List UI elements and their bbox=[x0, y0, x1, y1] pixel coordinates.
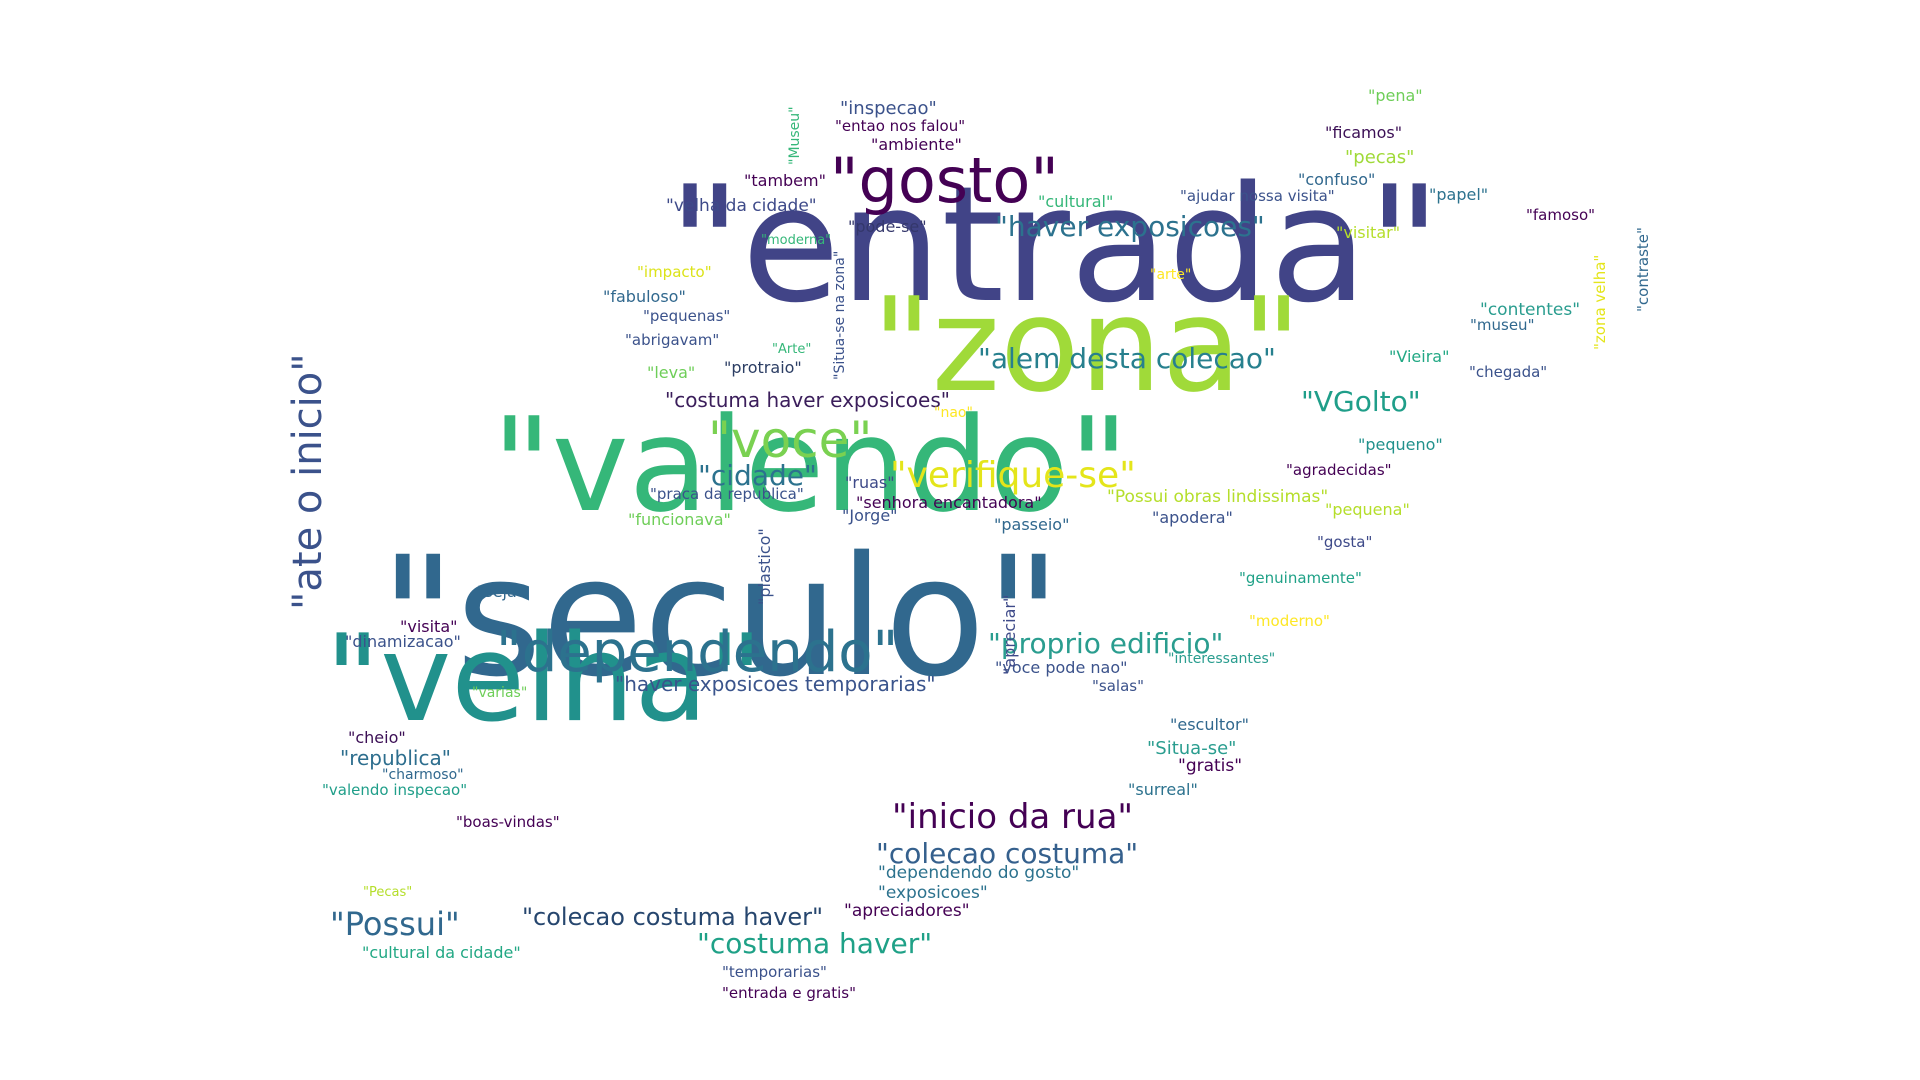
cloud-word: "apreciadores" bbox=[844, 901, 970, 921]
cloud-word: "tambem" bbox=[744, 171, 826, 190]
cloud-word: "nao" bbox=[934, 405, 973, 421]
cloud-word: "passeio" bbox=[994, 515, 1070, 534]
cloud-word: "pecas" bbox=[1345, 147, 1415, 168]
cloud-word: "pequenas" bbox=[643, 307, 731, 325]
cloud-word: "confuso" bbox=[1298, 170, 1376, 189]
cloud-word: "charmoso" bbox=[382, 767, 464, 783]
cloud-word: "valendo inspecao" bbox=[322, 781, 468, 799]
cloud-word: "praca da republica" bbox=[650, 485, 804, 503]
cloud-word: "dinamizacao" bbox=[345, 632, 461, 651]
cloud-word: "senhora encantadora" bbox=[856, 493, 1042, 512]
cloud-word: "gosto" bbox=[830, 144, 1059, 217]
cloud-word: "VGolto" bbox=[1301, 385, 1421, 418]
cloud-word: "agradecidas" bbox=[1286, 461, 1392, 479]
cloud-word: "costuma haver exposicoes" bbox=[665, 388, 950, 412]
cloud-word: "ambiente" bbox=[871, 135, 962, 154]
cloud-word: "exposicoes" bbox=[878, 883, 988, 903]
cloud-word: "moderno" bbox=[1249, 612, 1330, 630]
cloud-word: "velha da cidade" bbox=[666, 196, 817, 216]
cloud-word: "Museu" bbox=[787, 106, 803, 165]
cloud-word: "chegada" bbox=[1469, 363, 1548, 381]
cloud-word: "boas-vindas" bbox=[456, 813, 560, 831]
cloud-word: "abrigavam" bbox=[625, 331, 720, 349]
cloud-word: "famoso" bbox=[1526, 206, 1596, 224]
cloud-word: "leva" bbox=[647, 363, 696, 382]
cloud-word: "cultural" bbox=[1038, 192, 1114, 211]
cloud-word: "alem desta colecao" bbox=[978, 342, 1276, 375]
cloud-word: "museu" bbox=[1470, 316, 1535, 334]
cloud-word: "protraio" bbox=[724, 358, 802, 377]
cloud-word: "Vieira" bbox=[1389, 347, 1450, 366]
cloud-word: "apreciar" bbox=[1000, 594, 1019, 675]
cloud-word: "Arte" bbox=[772, 342, 812, 357]
cloud-word: "surreal" bbox=[1128, 780, 1198, 799]
cloud-word: "plastico" bbox=[755, 528, 774, 605]
cloud-word: "colecao costuma haver" bbox=[522, 903, 824, 931]
cloud-word: "visita" bbox=[400, 617, 458, 636]
cloud-word: "entao nos falou" bbox=[835, 117, 966, 135]
cloud-word: "Possui obras lindissimas" bbox=[1107, 487, 1329, 507]
cloud-word: "entrada e gratis" bbox=[722, 984, 856, 1002]
cloud-word: "proprio edificio" bbox=[988, 627, 1224, 660]
cloud-word: "entrada" bbox=[668, 151, 1442, 338]
cloud-word: "pena" bbox=[1368, 86, 1423, 105]
cloud-word: "costuma haver" bbox=[697, 927, 933, 960]
cloud-word: "velha" bbox=[325, 610, 764, 749]
cloud-word: "ajudar nossa visita" bbox=[1180, 187, 1335, 205]
cloud-word: "salas" bbox=[1092, 677, 1144, 695]
cloud-word: "fabuloso" bbox=[603, 287, 686, 306]
cloud-word: "gosta" bbox=[1317, 533, 1373, 551]
cloud-word: "contentes" bbox=[1480, 300, 1581, 320]
cloud-word: "apodera" bbox=[1152, 508, 1233, 527]
cloud-word: "funcionava" bbox=[628, 510, 731, 529]
cloud-word: "dependendo" bbox=[496, 620, 899, 685]
cloud-word: "Pecas" bbox=[363, 885, 413, 900]
cloud-word: "Jorge" bbox=[842, 506, 898, 525]
cloud-word: "cultural da cidade" bbox=[362, 943, 521, 962]
cloud-word: "dependendo do gosto" bbox=[878, 863, 1080, 883]
cloud-word: "ficamos" bbox=[1325, 123, 1403, 142]
cloud-word: "varias" bbox=[472, 685, 528, 701]
cloud-word: "inspecao" bbox=[840, 98, 937, 119]
cloud-word: "Situa-se" bbox=[1147, 738, 1237, 759]
cloud-word: "pequena" bbox=[1325, 500, 1410, 519]
cloud-word: "voce pode nao" bbox=[995, 658, 1128, 677]
cloud-word: "interessantes" bbox=[1168, 651, 1276, 667]
cloud-word: "haver exposicoes temporarias" bbox=[615, 672, 936, 696]
cloud-word: "gratis" bbox=[1178, 756, 1243, 776]
cloud-word: "valendo" bbox=[492, 389, 1129, 541]
cloud-word: "ate o inicio" bbox=[285, 353, 331, 610]
cloud-word: "republica" bbox=[340, 746, 451, 770]
cloud-word: "contraste" bbox=[1634, 227, 1652, 312]
cloud-word: "inicio da rua" bbox=[892, 797, 1134, 837]
cloud-word: "pequeno" bbox=[1358, 435, 1443, 454]
cloud-word: "Possui" bbox=[330, 905, 460, 943]
cloud-word: "genuinamente" bbox=[1239, 569, 1362, 587]
cloud-word: "verifique-se" bbox=[890, 455, 1136, 496]
cloud-word: "visitar" bbox=[1336, 223, 1401, 242]
cloud-word: "pode-se" bbox=[848, 217, 927, 236]
cloud-word: "zona" bbox=[872, 269, 1302, 421]
cloud-word: "cheio" bbox=[348, 728, 406, 747]
cloud-word: "ruas" bbox=[845, 473, 895, 492]
cloud-word: "haver exposicoes" bbox=[995, 210, 1265, 243]
cloud-word: "voce" bbox=[708, 411, 873, 469]
cloud-word: "arte" bbox=[1150, 267, 1192, 283]
cloud-word: "cidade" bbox=[698, 459, 817, 492]
cloud-word: "Situa-se na zona" bbox=[832, 250, 848, 380]
cloud-word: "impacto" bbox=[637, 263, 712, 281]
cloud-word: "colecao costuma" bbox=[876, 837, 1139, 870]
cloud-word: "seculo" bbox=[380, 521, 1062, 713]
cloud-word: "zona velha" bbox=[1591, 254, 1609, 350]
cloud-word: "seja" bbox=[477, 582, 525, 601]
cloud-word: "papel" bbox=[1429, 185, 1489, 204]
cloud-word: "temporarias" bbox=[722, 963, 827, 981]
cloud-word: "escultor" bbox=[1170, 715, 1249, 734]
cloud-word: "moderna" bbox=[761, 233, 832, 248]
